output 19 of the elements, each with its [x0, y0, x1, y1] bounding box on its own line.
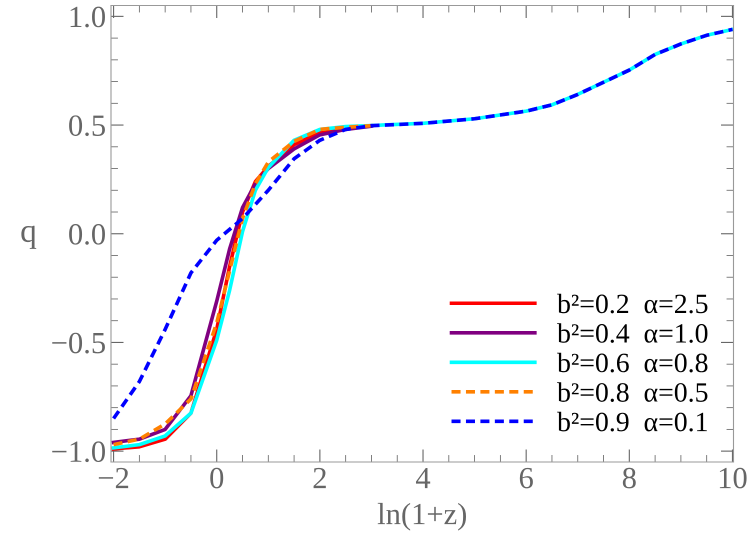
y-tick-label: 0.0 [69, 224, 105, 245]
y-tick-label: −0.5 [52, 332, 105, 354]
x-axis-title: ln(1+z) [378, 502, 466, 531]
x-tick-label: 0 [210, 468, 224, 488]
legend-label: b²=0.2 α=2.5 [557, 294, 708, 314]
x-tick-label: 10 [720, 468, 747, 488]
legend-label: b²=0.8 α=0.5 [557, 382, 708, 402]
legend-label: b²=0.9 α=0.1 [557, 412, 707, 432]
x-tick-label: −2 [98, 468, 128, 488]
y-tick-label: 0.5 [69, 115, 105, 136]
legend-label: b²=0.6 α=0.8 [557, 352, 708, 372]
x-tick-label: 8 [622, 468, 636, 488]
x-tick-label: 4 [416, 468, 430, 488]
x-tick-label: 2 [314, 468, 326, 488]
x-tick-label: 6 [520, 468, 533, 488]
y-tick-label: −1.0 [52, 441, 105, 462]
y-axis-title: q [21, 226, 36, 249]
legend-label: b²=0.4 α=1.0 [557, 323, 708, 343]
y-tick-label: 1.0 [70, 6, 105, 28]
